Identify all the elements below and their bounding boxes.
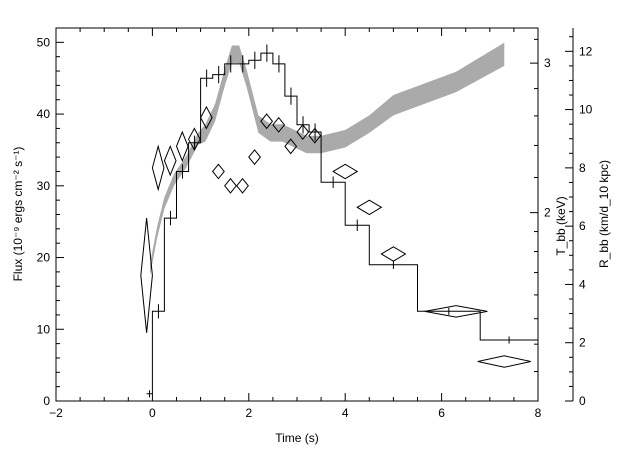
y-tick-label: 40 (37, 107, 51, 121)
temperature-diamond (308, 127, 322, 144)
x-tick-label: 4 (342, 406, 349, 420)
temperature-diamond (163, 145, 177, 177)
flux-histogram-layer (146, 44, 538, 398)
temperature-diamond (284, 138, 298, 155)
y-tick-label: 0 (43, 394, 50, 408)
y3-tick-label: 8 (579, 161, 586, 175)
temperature-diamond (200, 105, 213, 130)
temperature-diamond (175, 130, 189, 163)
y2-tick-label: 3 (544, 56, 551, 70)
y3-tick-label: 2 (579, 336, 586, 350)
temperature-diamond (151, 144, 165, 192)
flux-histogram-line (146, 52, 538, 395)
temperature-diamond (260, 113, 274, 130)
temperature-diamond (248, 149, 262, 166)
y-axis-label: Flux (10⁻⁹ ergs cm⁻² s⁻¹) (11, 147, 25, 282)
y-tick-label: 10 (37, 322, 51, 336)
axes-layer (55, 27, 574, 402)
y3-tick-label: 12 (579, 44, 593, 58)
temperature-diamond (356, 199, 383, 216)
temperature-diamond (212, 163, 225, 180)
x-tick-label: 2 (245, 406, 252, 420)
y3-tick-label: 4 (579, 277, 586, 291)
temperature-diamond (140, 218, 153, 333)
temperature-diamond (187, 127, 201, 151)
temperature-diamond (236, 177, 249, 194)
temperature-diamond (380, 246, 407, 262)
temperature-diamond (296, 124, 310, 140)
x-axis-label: Time (s) (275, 431, 319, 445)
temperature-diamond (332, 163, 359, 180)
x-tick-label: 0 (149, 406, 156, 420)
y3-tick-label: 10 (579, 103, 593, 117)
temperature-diamond (272, 116, 286, 133)
y-tick-label: 30 (37, 179, 51, 193)
y2-tick-label: 2 (544, 206, 551, 220)
y3-tick-label: 6 (579, 219, 586, 233)
radius-band-area (150, 42, 505, 276)
x-tick-label: 6 (438, 406, 445, 420)
x-tick-label: −2 (49, 406, 63, 420)
temperature-diamond (477, 355, 531, 368)
temperature-diamond (424, 305, 488, 318)
radius-band-layer (150, 42, 505, 276)
temperature-diamond (224, 177, 237, 194)
temperature-diamonds-layer (140, 105, 531, 368)
y3-axis-label: R_bb (km/d_10 kpc) (597, 160, 611, 268)
y-tick-label: 20 (37, 251, 51, 265)
y3-tick-label: 0 (579, 394, 586, 408)
x-tick-label: 8 (535, 406, 542, 420)
y-tick-label: 50 (37, 35, 51, 49)
y2-axis-label: T_bb (keV) (554, 196, 568, 255)
